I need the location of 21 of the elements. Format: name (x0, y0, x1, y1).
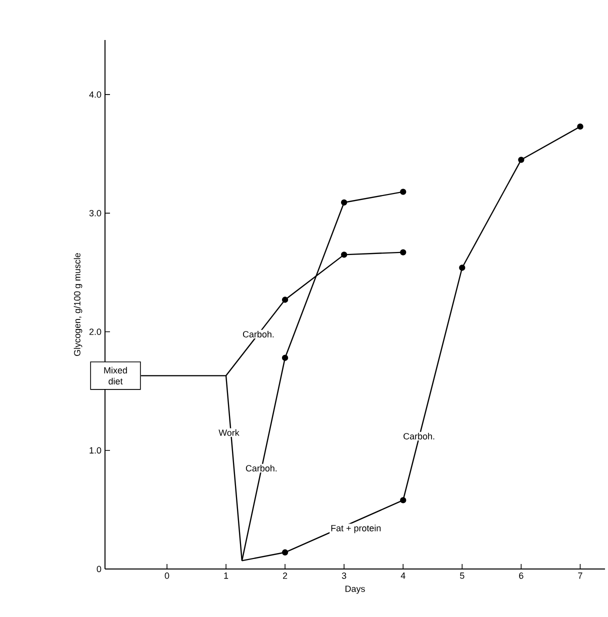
y-tick-label: 1.0 (90, 447, 102, 454)
annotation: Carboh. (242, 330, 274, 338)
x-tick-label: 4 (400, 572, 406, 579)
x-tick-label: 7 (578, 572, 582, 579)
y-axis-title: Glycogen, g/100 g muscle (74, 253, 82, 356)
y-tick-label: 0 (96, 566, 102, 572)
x-tick-label: 5 (460, 572, 464, 579)
annotation: Fat + protein (331, 524, 381, 534)
annotation: Carboh. (404, 432, 434, 440)
x-axis-title: Days (346, 586, 365, 594)
x-tick-label: 6 (519, 572, 524, 579)
x-tick-label: 3 (342, 572, 346, 579)
x-tick-label: 0 (164, 572, 170, 579)
annotation: Work (218, 429, 240, 436)
y-tick-label: 3.0 (89, 210, 102, 216)
x-tick-label: 1 (224, 572, 228, 579)
annotation: Mixed diet (104, 366, 127, 384)
x-tick-label: 2 (283, 572, 288, 579)
annotation: Carboh. (246, 464, 277, 472)
y-tick-label: 2.0 (89, 328, 102, 335)
y-tick-label: 4.0 (89, 91, 102, 98)
